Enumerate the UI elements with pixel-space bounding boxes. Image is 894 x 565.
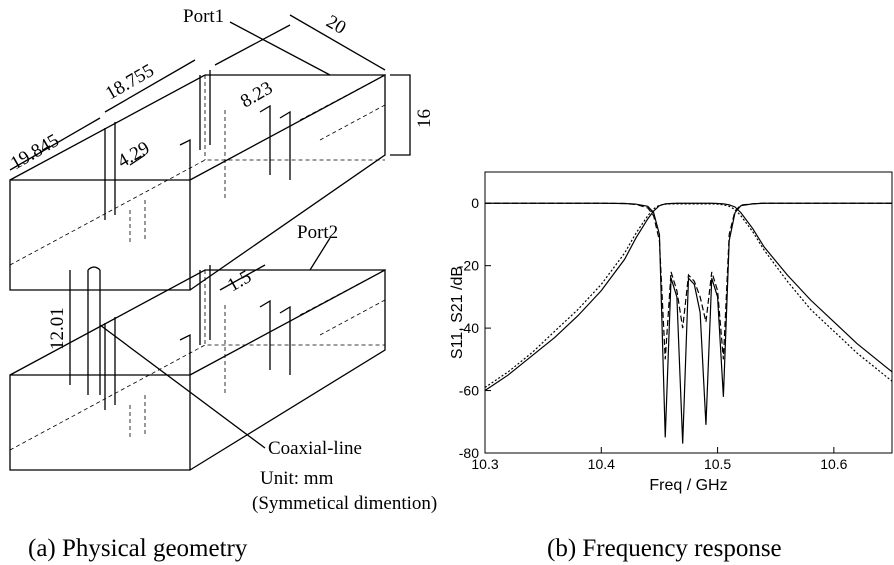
caption: (b) Frequency response	[547, 535, 782, 562]
y-axis-label: S11, S21 /dB	[449, 266, 466, 359]
dimension-label: 16	[414, 109, 435, 128]
port1-label: Port1	[183, 6, 224, 27]
dimension-label: 1.5	[224, 266, 255, 296]
geometry-drawing: Port1 20 18.755 8.23 19.845 4.29 16 Port…	[7, 6, 437, 562]
x-tick-label: 10.4	[588, 456, 615, 472]
note-label: (Symmetical dimention)	[252, 493, 437, 514]
series-line	[485, 203, 892, 443]
caption: (a) Physical geometry	[28, 535, 248, 562]
lower-irises	[105, 265, 290, 410]
x-tick-label: 10.5	[704, 456, 731, 472]
dimension-label: 20	[323, 11, 350, 39]
y-tick-label: 0	[471, 195, 479, 211]
upper-cavity	[10, 75, 385, 290]
plot-frame	[485, 172, 892, 453]
unit-label: Unit: mm	[260, 468, 334, 489]
x-tick-label: 10.3	[471, 456, 498, 472]
y-tick-label: -60	[459, 383, 479, 399]
dimension-label: 19.845	[7, 130, 63, 174]
figure: Port1 20 18.755 8.23 19.845 4.29 16 Port…	[0, 0, 894, 565]
coax-label: Coaxial-line	[268, 438, 362, 459]
lower-hidden-lines	[10, 270, 385, 450]
series-line	[485, 204, 892, 388]
x-axis-label: Freq / GHz	[649, 477, 727, 494]
dimension-label: 4.29	[114, 138, 153, 173]
coaxial-probe	[88, 267, 100, 395]
page: Port1 20 18.755 8.23 19.845 4.29 16 Port…	[0, 0, 894, 565]
x-tick-label: 10.6	[820, 456, 847, 472]
port2-label: Port2	[297, 222, 338, 243]
series-line	[485, 203, 892, 390]
dimension-label: 12.01	[47, 307, 68, 350]
